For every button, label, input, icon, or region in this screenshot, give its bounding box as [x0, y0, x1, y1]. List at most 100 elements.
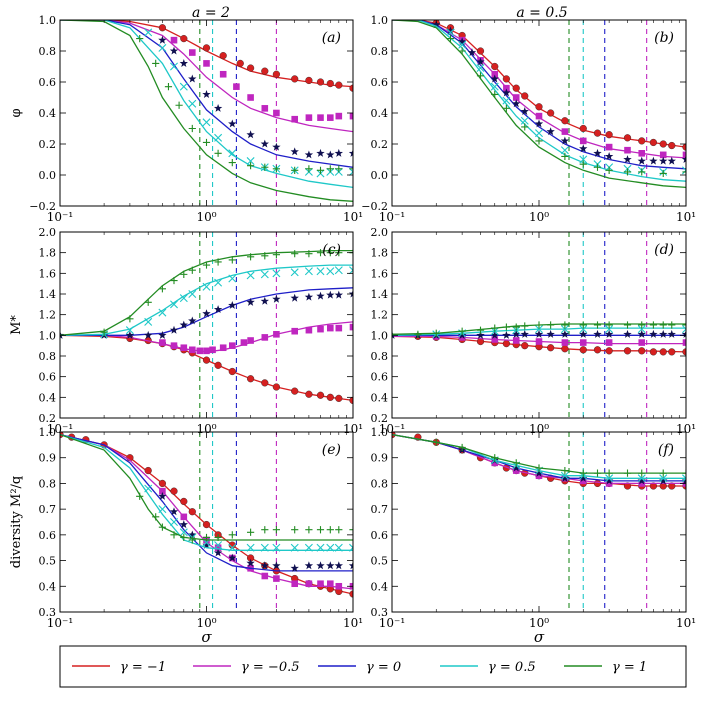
data-point	[188, 124, 196, 133]
y-tick-label: 0.4	[371, 580, 389, 593]
data-point	[305, 390, 313, 398]
data-point	[349, 323, 353, 331]
data-point	[623, 469, 632, 477]
panel-label: (b)	[654, 30, 674, 46]
data-point	[214, 541, 223, 550]
data-point	[175, 101, 183, 109]
data-point	[136, 492, 144, 500]
data-point	[579, 473, 588, 482]
data-point	[349, 526, 353, 534]
data-point	[317, 114, 324, 121]
data-point	[579, 469, 587, 477]
data-point	[561, 339, 569, 346]
series-line	[392, 20, 686, 148]
data-point	[335, 582, 343, 590]
data-point	[202, 282, 211, 291]
data-point	[579, 346, 587, 354]
data-point	[316, 267, 325, 276]
data-point	[291, 526, 299, 534]
data-point	[188, 290, 197, 298]
data-point	[458, 47, 466, 55]
data-point	[170, 300, 178, 309]
legend-item: γ = 0.5	[440, 660, 536, 675]
data-point	[521, 322, 529, 330]
data-point	[260, 270, 269, 279]
series-line	[60, 20, 353, 133]
data-point	[605, 131, 613, 139]
data-point	[458, 327, 466, 335]
data-point	[196, 347, 204, 355]
data-point	[188, 508, 196, 516]
data-point	[579, 321, 587, 329]
data-point	[623, 134, 632, 142]
data-point	[512, 329, 521, 338]
data-point	[579, 124, 587, 133]
data-point	[152, 513, 160, 521]
data-point	[305, 165, 313, 173]
y-tick-label: 1.0	[371, 14, 389, 27]
series-line	[60, 20, 353, 168]
data-point	[290, 147, 299, 156]
data-point	[638, 137, 646, 145]
data-point	[659, 348, 667, 356]
y-tick-label: 0.6	[39, 76, 57, 89]
data-point	[228, 553, 237, 562]
legend-label: γ = −1	[120, 660, 166, 675]
x-tick-label: 10¹	[676, 210, 696, 224]
data-point	[605, 166, 613, 174]
data-point	[158, 491, 167, 500]
data-point	[561, 152, 569, 160]
data-point	[228, 367, 236, 376]
x-tick-label: 10¹	[343, 616, 363, 630]
data-point	[604, 329, 614, 338]
data-point	[649, 156, 658, 165]
data-point	[593, 479, 602, 488]
y-tick-label: 0.8	[39, 477, 57, 490]
data-point	[638, 469, 646, 477]
data-point	[335, 249, 343, 257]
data-point	[290, 268, 299, 277]
data-point	[202, 138, 211, 147]
data-point	[547, 109, 555, 117]
column-title-right: a = 0.5	[516, 5, 567, 21]
panel-label: (f)	[658, 442, 674, 458]
x-tick-label: 10¹	[676, 616, 696, 630]
data-point	[446, 26, 455, 35]
data-point	[334, 561, 343, 570]
series-line	[392, 20, 686, 182]
data-point	[593, 163, 602, 171]
data-point	[272, 383, 280, 391]
plot-area	[60, 232, 353, 418]
y-tick-label: 1.2	[371, 309, 389, 322]
data-point	[125, 330, 135, 339]
x-tick-label: 10⁰	[196, 210, 216, 224]
data-point	[458, 334, 466, 341]
y-axis-label: diversity M²/q	[9, 476, 24, 569]
data-point	[272, 561, 281, 570]
series-line	[60, 264, 353, 336]
data-point	[491, 70, 499, 78]
data-point	[502, 96, 511, 105]
data-point	[467, 48, 477, 57]
panel-label: (a)	[322, 30, 341, 46]
data-point	[179, 59, 188, 67]
data-point	[649, 348, 657, 356]
plot-area	[60, 432, 353, 612]
data-point	[272, 251, 280, 259]
data-point	[327, 580, 334, 588]
data-point	[247, 528, 255, 536]
data-point	[158, 308, 167, 317]
data-point	[476, 326, 485, 334]
data-point	[228, 274, 237, 283]
y-axis-label: φ	[9, 108, 24, 117]
data-point	[512, 463, 521, 472]
y-tick-label: 1.0	[371, 426, 389, 439]
data-point	[637, 474, 646, 483]
data-point	[272, 70, 280, 78]
data-point	[681, 329, 686, 338]
legend: γ = −1 γ = −0.5 γ = 0 γ = 0.5 γ = 1	[59, 645, 687, 688]
data-point	[305, 76, 313, 85]
y-tick-label: 0.8	[39, 45, 57, 58]
data-point	[188, 530, 197, 539]
legend-label: γ = 0	[366, 660, 401, 675]
